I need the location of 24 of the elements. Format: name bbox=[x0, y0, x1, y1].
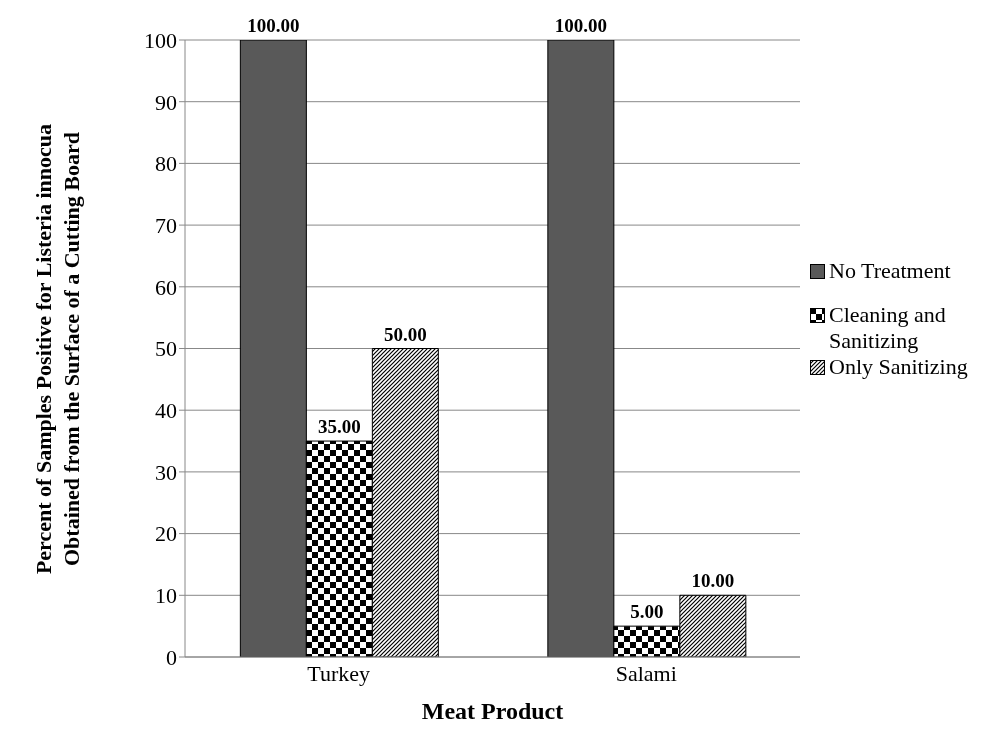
y-tick-label: 90 bbox=[155, 89, 177, 115]
y-tick-label: 50 bbox=[155, 336, 177, 362]
x-axis-title: Meat Product bbox=[420, 698, 565, 725]
y-axis-title: Percent of Samples Positive for Listeria innocua Obtained from the Surface of a Cutting Board bbox=[30, 122, 85, 576]
y-tick-label: 40 bbox=[155, 398, 177, 424]
y-tick-label: 0 bbox=[166, 644, 177, 670]
y-tick-label: 30 bbox=[155, 459, 177, 485]
legend-label: Cleaning and Sanitizing bbox=[829, 302, 947, 354]
y-tick-label: 100 bbox=[144, 27, 177, 53]
y-tick-label: 80 bbox=[155, 151, 177, 177]
data-label: 10.00 bbox=[691, 570, 735, 592]
data-label: 100.00 bbox=[554, 15, 607, 36]
data-label: 5.00 bbox=[630, 601, 664, 623]
data-label: 35.00 bbox=[317, 416, 361, 438]
y-tick-label: 60 bbox=[155, 274, 177, 300]
data-label: 50.00 bbox=[383, 323, 427, 345]
y-tick-label: 10 bbox=[155, 583, 177, 609]
data-label: 100.00 bbox=[247, 15, 300, 36]
legend-label: Only Sanitizing bbox=[829, 354, 969, 380]
y-tick-label: 20 bbox=[155, 521, 177, 547]
x-tick-label: Turkey bbox=[307, 660, 371, 686]
legend-label: No Treatment bbox=[829, 258, 952, 284]
x-tick-label: Salami bbox=[615, 660, 677, 686]
y-tick-label: 70 bbox=[155, 212, 177, 238]
